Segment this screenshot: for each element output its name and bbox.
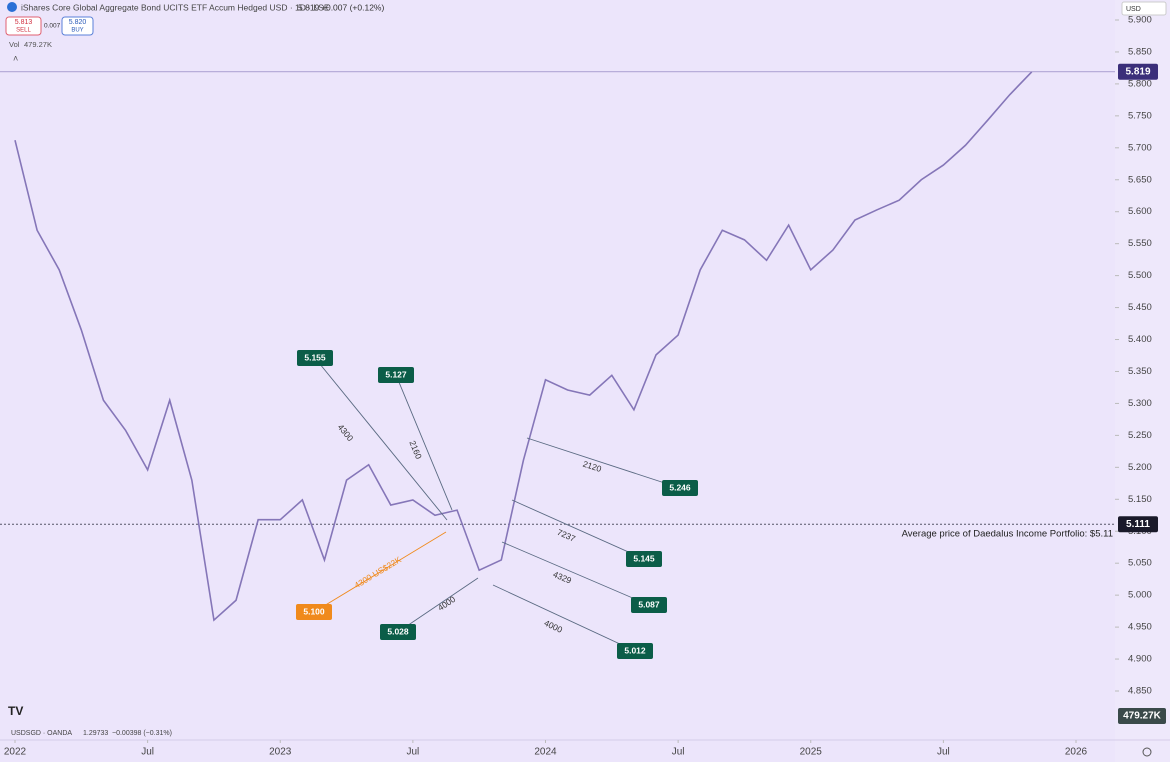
annotation-box xyxy=(378,367,414,383)
y-tick-label: 5.000 xyxy=(1128,590,1152,601)
y-tick-label: 5.350 xyxy=(1128,366,1152,377)
annotation-label: 5.127 xyxy=(385,369,407,379)
y-tick-label: 5.850 xyxy=(1128,46,1152,57)
sub-symbol: USDSGD · OANDA xyxy=(11,730,72,737)
y-tick-label: 5.150 xyxy=(1128,494,1152,505)
price-line xyxy=(14,71,1033,622)
y-tick-label: 5.300 xyxy=(1128,398,1152,409)
annotation-box xyxy=(662,480,698,496)
sell-button[interactable] xyxy=(5,16,42,36)
y-tick-label: 5.550 xyxy=(1128,238,1152,249)
annotation-note: 2160 xyxy=(407,439,424,461)
annotation-label: 5.100 xyxy=(303,606,325,616)
annotation-box xyxy=(296,604,332,620)
x-tick-label: 2025 xyxy=(800,747,823,758)
annotation-line xyxy=(395,374,453,511)
average-price-label: 5.111 xyxy=(1126,519,1150,530)
volume-label: 479.27K xyxy=(1123,711,1162,722)
buy-price: 5.820 xyxy=(69,19,87,26)
x-tick-label: 2022 xyxy=(4,747,27,758)
x-tick-label: Jul xyxy=(672,747,685,758)
vol-value: 479.27K xyxy=(24,40,52,49)
annotation-line xyxy=(397,577,479,633)
settings-icon[interactable] xyxy=(1142,747,1152,757)
annotation-label: 5.028 xyxy=(387,626,409,636)
buy-label: BUY xyxy=(71,28,83,34)
currency: USD xyxy=(1126,6,1141,13)
x-tick-label: Jul xyxy=(937,747,950,758)
y-tick-label: 5.900 xyxy=(1128,15,1152,26)
y-tick-label: 5.750 xyxy=(1128,110,1152,121)
annotation-note: 4300 xyxy=(336,422,356,443)
y-tick-label: 4.850 xyxy=(1128,686,1152,697)
annotation-line xyxy=(313,531,447,613)
volume-box xyxy=(1118,708,1166,724)
annotation-note: 2120 xyxy=(582,459,603,474)
y-tick-label: 5.800 xyxy=(1128,78,1152,89)
y-tick-label: 5.050 xyxy=(1128,558,1152,569)
x-tick-label: 2023 xyxy=(269,747,292,758)
annotation-label: 5.246 xyxy=(669,482,691,492)
y-tick-label: 5.600 xyxy=(1128,206,1152,217)
x-tick-label: 2026 xyxy=(1065,747,1088,758)
y-tick-label: 4.950 xyxy=(1128,622,1152,633)
header-change: +0.007 (+0.12%) xyxy=(321,2,384,12)
annotation-note: 7237 xyxy=(556,527,578,544)
x-tick-label: Jul xyxy=(406,747,419,758)
y-tick-label: 4.900 xyxy=(1128,654,1152,665)
annotation-note: 4000 xyxy=(543,618,565,635)
sub-change: −0.00398 (−0.31%) xyxy=(112,730,172,737)
collapse-toggle[interactable]: ˄ xyxy=(13,53,18,63)
y-tick-label: 5.400 xyxy=(1128,334,1152,345)
annotation-line xyxy=(314,357,448,521)
price-axis-panel xyxy=(1115,0,1170,762)
x-tick-label: 2024 xyxy=(534,747,557,758)
sub-value: 1.29733 xyxy=(83,730,108,737)
y-tick-label: 5.450 xyxy=(1128,302,1152,313)
logo: TV xyxy=(8,704,23,718)
last-price-label: 5.819 xyxy=(1125,66,1150,77)
annotation-box xyxy=(626,551,662,567)
buy-button[interactable] xyxy=(61,16,94,36)
annotation-label: 5.012 xyxy=(624,645,646,655)
annotation-line xyxy=(526,437,681,489)
y-tick-label: 5.500 xyxy=(1128,270,1152,281)
average-price-box xyxy=(1118,516,1158,533)
y-tick-label: 5.200 xyxy=(1128,462,1152,473)
last-price-box xyxy=(1118,63,1158,80)
annotation-label: 5.145 xyxy=(633,553,655,563)
y-tick-label: 5.650 xyxy=(1128,174,1152,185)
y-tick-label: 5.700 xyxy=(1128,142,1152,153)
annotation-line xyxy=(511,499,645,560)
annotation-line xyxy=(492,584,636,652)
average-label: Average price of Daedalus Income Portfol… xyxy=(902,529,1113,540)
symbol-icon xyxy=(7,2,17,12)
annotation-note: 4300 US$22K xyxy=(352,554,403,590)
sell-label: SELL xyxy=(16,28,31,34)
annotation-label: 5.155 xyxy=(304,352,326,362)
symbol-title: iShares Core Global Aggregate Bond UCITS… xyxy=(21,2,330,12)
x-tick-label: Jul xyxy=(141,747,154,758)
annotation-box xyxy=(380,624,416,640)
annotation-box xyxy=(631,597,667,613)
vol-label: Vol xyxy=(9,40,20,49)
annotation-box xyxy=(617,643,653,659)
sell-price: 5.813 xyxy=(15,19,33,26)
annotation-label: 5.087 xyxy=(638,599,660,609)
y-tick-label: 5.250 xyxy=(1128,430,1152,441)
annotation-note: 4000 xyxy=(436,594,457,613)
annotation-line xyxy=(501,541,650,606)
annotation-box xyxy=(297,350,333,366)
header-price: 5.819 xyxy=(298,2,320,12)
currency-select[interactable] xyxy=(1121,1,1167,16)
spread: 0.007 xyxy=(44,23,61,30)
